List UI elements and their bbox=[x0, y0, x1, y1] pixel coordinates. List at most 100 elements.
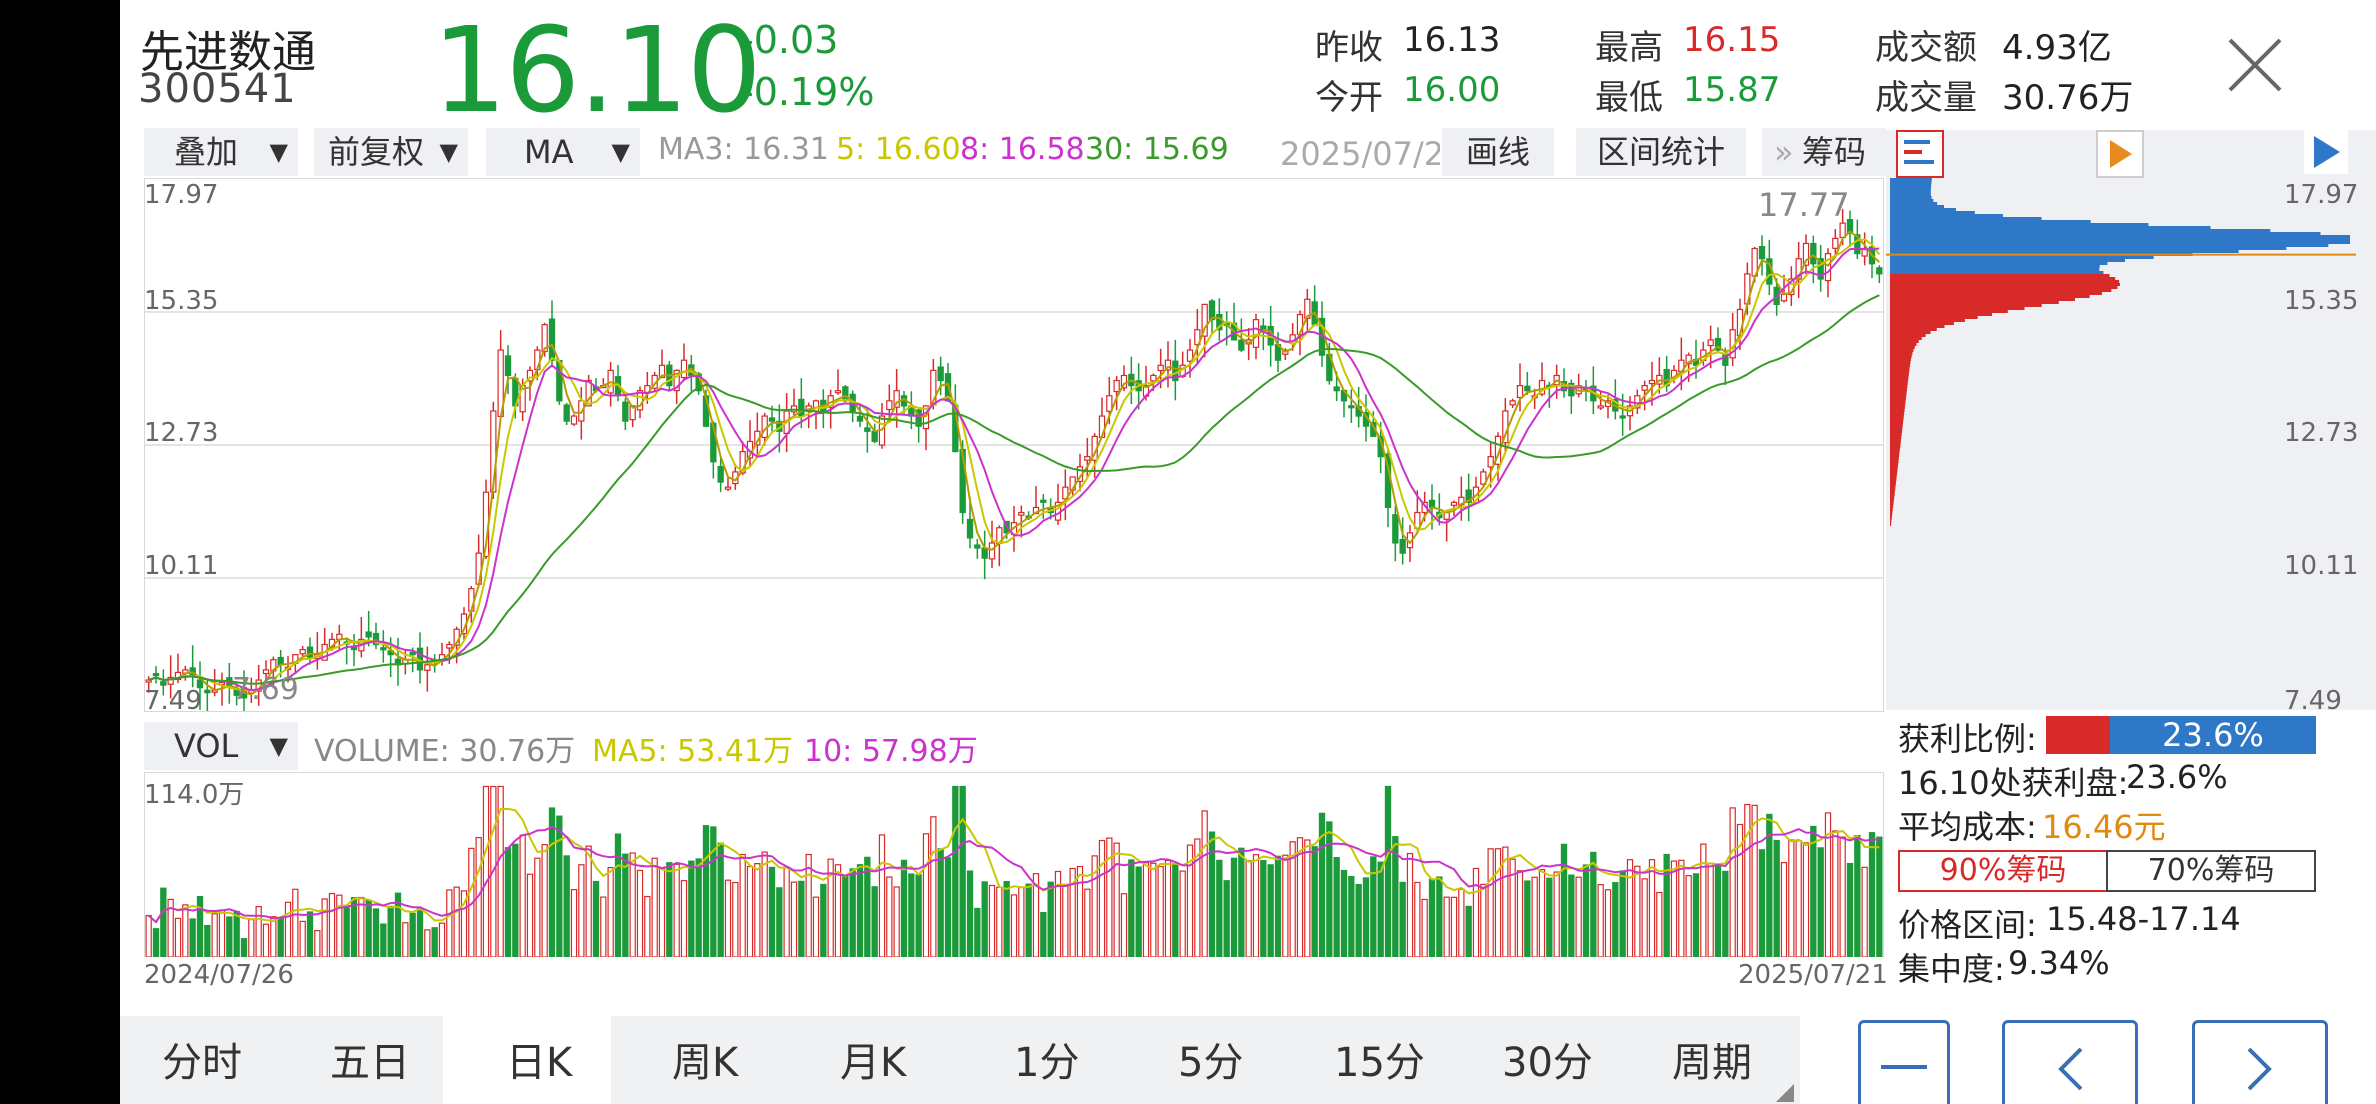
candle-body bbox=[1568, 382, 1575, 397]
volume-bar bbox=[336, 894, 343, 957]
volume-bar bbox=[570, 889, 578, 957]
chip-bar bbox=[1890, 295, 2090, 298]
volume-bar bbox=[651, 857, 658, 957]
chip-bar bbox=[1890, 499, 1894, 502]
tab-five-day[interactable]: 五日 bbox=[330, 1040, 410, 1086]
prev-button[interactable] bbox=[2002, 1020, 2138, 1104]
volume-bar bbox=[761, 851, 768, 957]
chip-bar bbox=[1890, 430, 1903, 433]
tab-1min[interactable]: 1分 bbox=[1014, 1040, 1080, 1086]
volume-chart-frame[interactable] bbox=[144, 772, 1884, 957]
chip-bar bbox=[1890, 502, 1894, 505]
volume-bar bbox=[372, 908, 380, 957]
close-icon[interactable] bbox=[2220, 30, 2290, 100]
candle-body bbox=[262, 669, 270, 675]
price-change: -0.03 bbox=[740, 18, 839, 62]
volume-bar bbox=[1113, 842, 1120, 957]
tab-weekly-k[interactable]: 周K bbox=[672, 1040, 739, 1086]
volume-bar bbox=[952, 785, 959, 957]
volume-bar bbox=[1824, 812, 1832, 957]
chip-bar bbox=[1890, 265, 2100, 268]
volume-bar bbox=[1428, 878, 1436, 957]
chip-bar bbox=[1890, 427, 1903, 430]
range-stat-button[interactable]: 区间统计 bbox=[1576, 128, 1746, 176]
candle-body bbox=[1641, 385, 1648, 391]
volume-bar bbox=[1172, 864, 1179, 957]
avg-cost-value: 16.46元 bbox=[2042, 808, 2166, 846]
chip-mode-icon[interactable] bbox=[1896, 130, 1944, 178]
candle-body bbox=[1084, 456, 1091, 461]
candle-body bbox=[1839, 222, 1846, 239]
profit-ratio-value: 23.6% bbox=[2162, 716, 2264, 754]
volume-indicator-dropdown[interactable]: VOL ▼ bbox=[144, 722, 298, 770]
candle-body bbox=[1157, 364, 1164, 372]
volume-bar bbox=[1282, 854, 1289, 957]
volume-bar bbox=[754, 863, 761, 957]
zoom-out-button[interactable] bbox=[1858, 1020, 1950, 1104]
volume-bar bbox=[886, 876, 893, 957]
volume-bar bbox=[1619, 870, 1626, 957]
volume-bar bbox=[512, 843, 519, 957]
chips-button[interactable]: » 筹码 bbox=[1762, 128, 1886, 176]
volume-bar bbox=[981, 881, 988, 957]
volume-bar bbox=[1260, 860, 1267, 957]
volume-bar bbox=[1003, 880, 1010, 957]
volume-bar bbox=[321, 898, 328, 957]
chip-bar bbox=[1890, 349, 1914, 352]
volume-bar bbox=[1128, 859, 1135, 957]
candle-body bbox=[966, 518, 974, 539]
chip-bar bbox=[1890, 274, 2110, 277]
chip-bar bbox=[1890, 286, 2118, 289]
tab-30min[interactable]: 30分 bbox=[1502, 1040, 1593, 1086]
volume-bar bbox=[658, 867, 666, 957]
chip-bar bbox=[1890, 187, 1931, 190]
tab-15min[interactable]: 15分 bbox=[1334, 1040, 1425, 1086]
chip-bar bbox=[1890, 481, 1897, 484]
chip-flame-icon[interactable] bbox=[2096, 130, 2144, 178]
volume-bar bbox=[380, 923, 387, 957]
chip-90-button[interactable]: 90%筹码 bbox=[1898, 850, 2108, 892]
volume-bar bbox=[1802, 842, 1810, 957]
next-button[interactable] bbox=[2192, 1020, 2328, 1104]
volume-bar bbox=[1751, 804, 1758, 957]
chip-bar bbox=[1890, 457, 1899, 460]
chip-bar bbox=[1890, 376, 1909, 379]
overlay-dropdown[interactable]: 叠加 ▼ bbox=[144, 128, 298, 176]
volume-bar bbox=[1795, 840, 1802, 957]
candle-body bbox=[842, 386, 849, 402]
tab-period[interactable]: 周期 bbox=[1672, 1040, 1752, 1086]
volume-bar bbox=[1744, 803, 1751, 957]
volume-bar bbox=[1670, 860, 1678, 957]
volume-bar bbox=[460, 890, 468, 957]
chip-bar bbox=[1890, 436, 1902, 439]
tab-5min[interactable]: 5分 bbox=[1178, 1040, 1244, 1086]
volume-bar bbox=[541, 844, 548, 957]
volume-bar bbox=[1326, 821, 1333, 957]
chip-bar bbox=[1890, 388, 1908, 391]
volume-bar bbox=[1267, 864, 1274, 957]
volume-bar bbox=[1663, 853, 1670, 957]
kline-chart-frame[interactable] bbox=[144, 178, 1884, 712]
tab-monthly-k[interactable]: 月K bbox=[840, 1040, 907, 1086]
chip-70-button[interactable]: 70%筹码 bbox=[2106, 850, 2316, 892]
draw-line-button[interactable]: 画线 bbox=[1442, 128, 1554, 176]
tab-intraday[interactable]: 分时 bbox=[162, 1040, 242, 1086]
chip-bar bbox=[1890, 454, 1900, 457]
chip-flag-icon[interactable] bbox=[2304, 130, 2348, 174]
volume-bar bbox=[1443, 896, 1450, 957]
volume-bar bbox=[739, 853, 746, 957]
volume-bar bbox=[438, 922, 446, 957]
tab-daily-k[interactable]: 日K bbox=[506, 1040, 573, 1086]
candle-body bbox=[585, 379, 592, 407]
ma5-readout: 5: 16.60 bbox=[836, 132, 961, 167]
adjust-label: 前复权 bbox=[328, 133, 425, 171]
indicator-dropdown[interactable]: MA ▼ bbox=[486, 128, 640, 176]
chip-bar bbox=[1890, 199, 1934, 202]
volume-bar bbox=[402, 922, 409, 957]
chip-bar bbox=[1890, 373, 1909, 376]
chip-bar bbox=[1890, 409, 1905, 412]
volume-bar bbox=[1421, 898, 1428, 957]
adjust-dropdown[interactable]: 前复权 ▼ bbox=[314, 128, 468, 176]
chip-bar bbox=[1890, 511, 1893, 514]
candle-body bbox=[680, 359, 688, 379]
